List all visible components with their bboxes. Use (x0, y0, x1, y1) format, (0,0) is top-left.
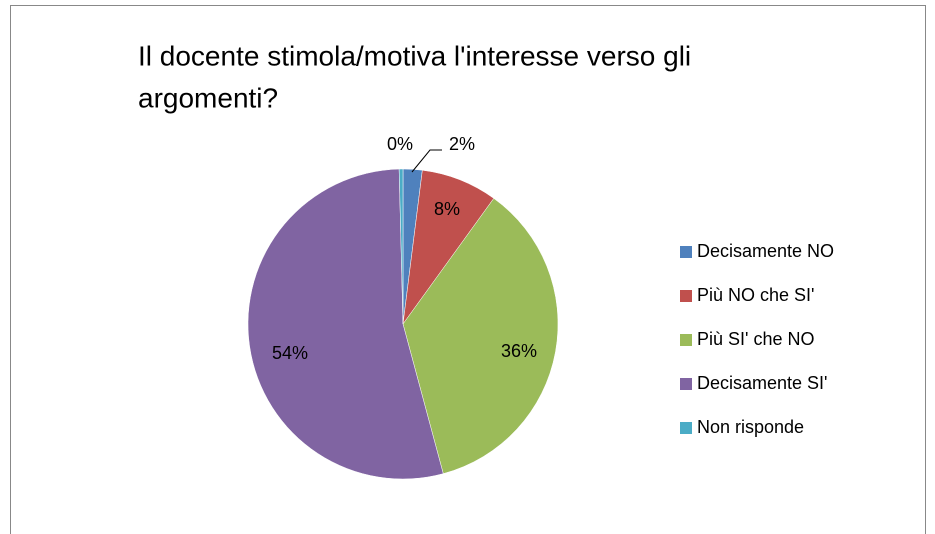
legend-swatch (680, 290, 692, 302)
chart-title: argomenti? (138, 82, 278, 113)
data-label: 2% (449, 134, 475, 154)
legend-label: Non risponde (697, 417, 804, 437)
legend-swatch (680, 246, 692, 258)
pie-slice (402, 198, 559, 474)
data-label: 36% (501, 341, 537, 361)
leader-line (411, 149, 442, 173)
data-label: 8% (434, 199, 460, 219)
data-label: 54% (272, 343, 308, 363)
legend-label: Decisamente NO (697, 241, 834, 261)
legend-label: Più NO che SI' (697, 285, 814, 305)
pie-slice (247, 168, 444, 480)
legend-label: Più SI' che NO (697, 329, 814, 349)
legend-swatch (680, 422, 692, 434)
legend-label: Decisamente SI' (697, 373, 828, 393)
chart-title: Il docente stimola/motiva l'interesse ve… (138, 40, 691, 71)
legend-swatch (680, 378, 692, 390)
legend-swatch (680, 334, 692, 346)
pie-slice (398, 168, 404, 325)
data-label: 0% (387, 134, 413, 154)
